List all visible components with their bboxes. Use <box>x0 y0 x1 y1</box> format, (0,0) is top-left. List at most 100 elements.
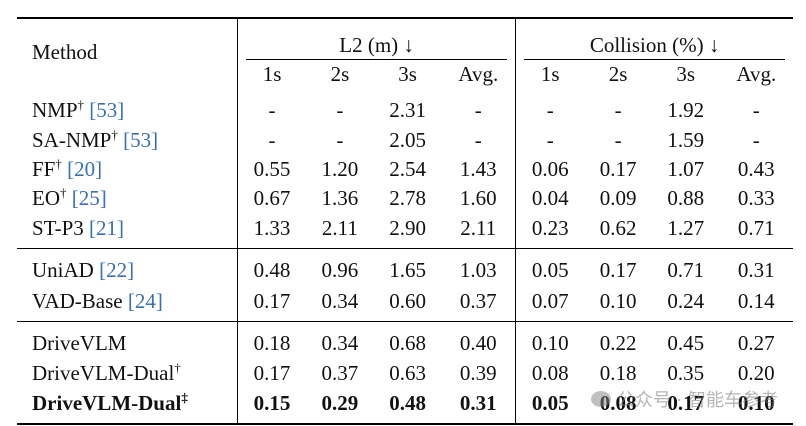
value-cell: 0.31 <box>459 391 497 415</box>
results-table: Method L2 (m) ↓ Collision (%) ↓ 1s 2s 3s… <box>17 17 793 425</box>
value-cell: 2.78 <box>389 186 426 210</box>
value-cell: 1.65 <box>373 248 442 286</box>
value-cell: 0.17 <box>237 359 307 388</box>
method-cell: DriveVLM-Dual‡ <box>17 388 238 424</box>
method-name: UniAD <box>32 258 94 282</box>
method-name: EO <box>32 186 60 210</box>
collision-group-label: Collision (%) ↓ <box>589 33 720 57</box>
value-cell: 0.40 <box>441 321 516 359</box>
value-cell: 0.17 <box>584 248 652 286</box>
value-cell: 0.37 <box>459 289 497 313</box>
value-cell: 2.11 <box>321 216 358 240</box>
value-cell: - <box>515 126 585 155</box>
table-row: DriveVLM 0.18 0.34 0.68 0.40 0.10 0.22 0.45 0.27 <box>17 321 793 359</box>
value-cell: - <box>752 98 760 122</box>
value-cell: 0.55 <box>237 155 307 184</box>
citation-link[interactable]: [21] <box>89 216 125 240</box>
value-cell: - <box>237 89 307 126</box>
value-cell: - <box>474 98 482 122</box>
value-cell: 0.10 <box>737 391 775 415</box>
value-cell: 0.17 <box>667 391 705 415</box>
table-row: DriveVLM-Dual‡ 0.15 0.29 0.48 0.31 0.05 0.08 0.… <box>17 388 793 424</box>
value-cell: 1.33 <box>237 213 307 249</box>
section-baselines: NMP† [53] - -2.31- - -1.92- SA-NMP† [53] - -2.0… <box>17 89 793 249</box>
value-cell: 0.18 <box>237 321 307 359</box>
value-cell: 0.35 <box>667 361 705 385</box>
citation-link[interactable]: [25] <box>71 186 107 210</box>
value-cell: 0.17 <box>237 286 307 322</box>
method-mark: † <box>77 97 85 112</box>
subheader-l2-avg: Avg. <box>458 61 499 86</box>
method-mark: † <box>111 127 118 142</box>
method-cell: DriveVLM-Dual† <box>17 359 238 388</box>
value-cell: 0.34 <box>306 321 374 359</box>
method-cell: UniAD [22] <box>17 248 238 286</box>
value-cell: 0.05 <box>515 248 585 286</box>
value-cell: - <box>614 128 622 152</box>
subheader-l2-1s: 1s <box>237 59 307 89</box>
value-cell: 2.90 <box>389 216 426 240</box>
citation-link[interactable]: [53] <box>123 128 159 152</box>
wechat-icon <box>590 391 611 407</box>
value-cell: 0.62 <box>599 216 637 240</box>
method-mark: † <box>55 156 62 171</box>
header-row-groups: Method L2 (m) ↓ Collision (%) ↓ <box>17 18 793 63</box>
table-row: ST-P3 [21] 1.33 2.11 2.90 2.11 0.23 0.62 1.27 0.… <box>17 213 793 249</box>
method-cell: FF† [20] <box>17 155 238 184</box>
method-cell: EO† [25] <box>17 184 238 213</box>
method-mark: ‡ <box>181 390 188 405</box>
table-row: VAD-Base [24] 0.17 0.34 0.60 0.37 0.07 0.10 0.2… <box>17 286 793 322</box>
value-cell: - <box>237 126 307 155</box>
citation-link[interactable]: [20] <box>67 157 103 181</box>
value-cell: 0.60 <box>389 289 426 313</box>
value-cell: 2.05 <box>389 128 426 152</box>
value-cell: 0.88 <box>667 186 705 210</box>
value-cell: 0.27 <box>719 321 793 359</box>
value-cell: 0.10 <box>515 321 585 359</box>
value-cell: 1.07 <box>667 157 705 181</box>
value-cell: - <box>474 128 482 152</box>
value-cell: 1.60 <box>459 186 497 210</box>
value-cell: 1.03 <box>441 248 516 286</box>
watermark: 公众号 · 智能车参考 <box>590 386 778 412</box>
section-drivevlm: DriveVLM 0.18 0.34 0.68 0.40 0.10 0.22 0.45 0.27… <box>17 321 793 424</box>
citation-link[interactable]: [53] <box>89 98 125 122</box>
table-row: EO† [25] 0.67 1.36 2.78 1.60 0.04 0.09 0.88 0.33 <box>17 184 793 213</box>
value-cell: 0.15 <box>237 388 307 424</box>
collision-group-header: Collision (%) ↓ <box>515 18 793 60</box>
value-cell: 0.37 <box>321 361 359 385</box>
value-cell: 1.20 <box>321 157 359 181</box>
value-cell: 0.04 <box>515 184 585 213</box>
method-name: VAD-Base <box>32 289 123 313</box>
method-cell: DriveVLM <box>17 321 238 359</box>
value-cell: 1.92 <box>667 98 705 122</box>
method-mark: † <box>174 360 181 375</box>
value-cell: 0.45 <box>651 321 720 359</box>
l2-group-label: L2 (m) ↓ <box>339 33 414 57</box>
table-row: FF† [20] 0.55 1.20 2.54 1.43 0.06 0.17 1.07 0.43 <box>17 155 793 184</box>
method-name: ST-P3 <box>32 216 84 240</box>
value-cell: 0.05 <box>515 388 585 424</box>
value-cell: 0.09 <box>599 186 637 210</box>
value-cell: - <box>336 128 344 152</box>
method-name: DriveVLM-Dual <box>32 391 182 415</box>
citation-link[interactable]: [22] <box>99 258 135 282</box>
citation-link[interactable]: [24] <box>127 289 163 313</box>
table-row: SA-NMP† [53] - -2.05- - -1.59- <box>17 126 793 155</box>
value-cell: 0.96 <box>306 248 374 286</box>
method-header: Method <box>32 40 98 64</box>
value-cell: 1.59 <box>667 128 705 152</box>
value-cell: 0.29 <box>321 391 359 415</box>
value-cell: 2.54 <box>389 157 426 181</box>
value-cell: 0.71 <box>737 216 775 240</box>
value-cell: 0.24 <box>667 289 705 313</box>
value-cell: 0.63 <box>389 361 426 385</box>
value-cell: - <box>336 98 344 122</box>
value-cell: 0.08 <box>515 359 585 388</box>
method-mark: † <box>60 185 67 200</box>
value-cell: 0.31 <box>719 248 793 286</box>
value-cell: 0.07 <box>515 286 585 322</box>
method-cell: NMP† [53] <box>17 89 238 126</box>
value-cell: 0.17 <box>599 157 637 181</box>
value-cell: - <box>614 98 622 122</box>
